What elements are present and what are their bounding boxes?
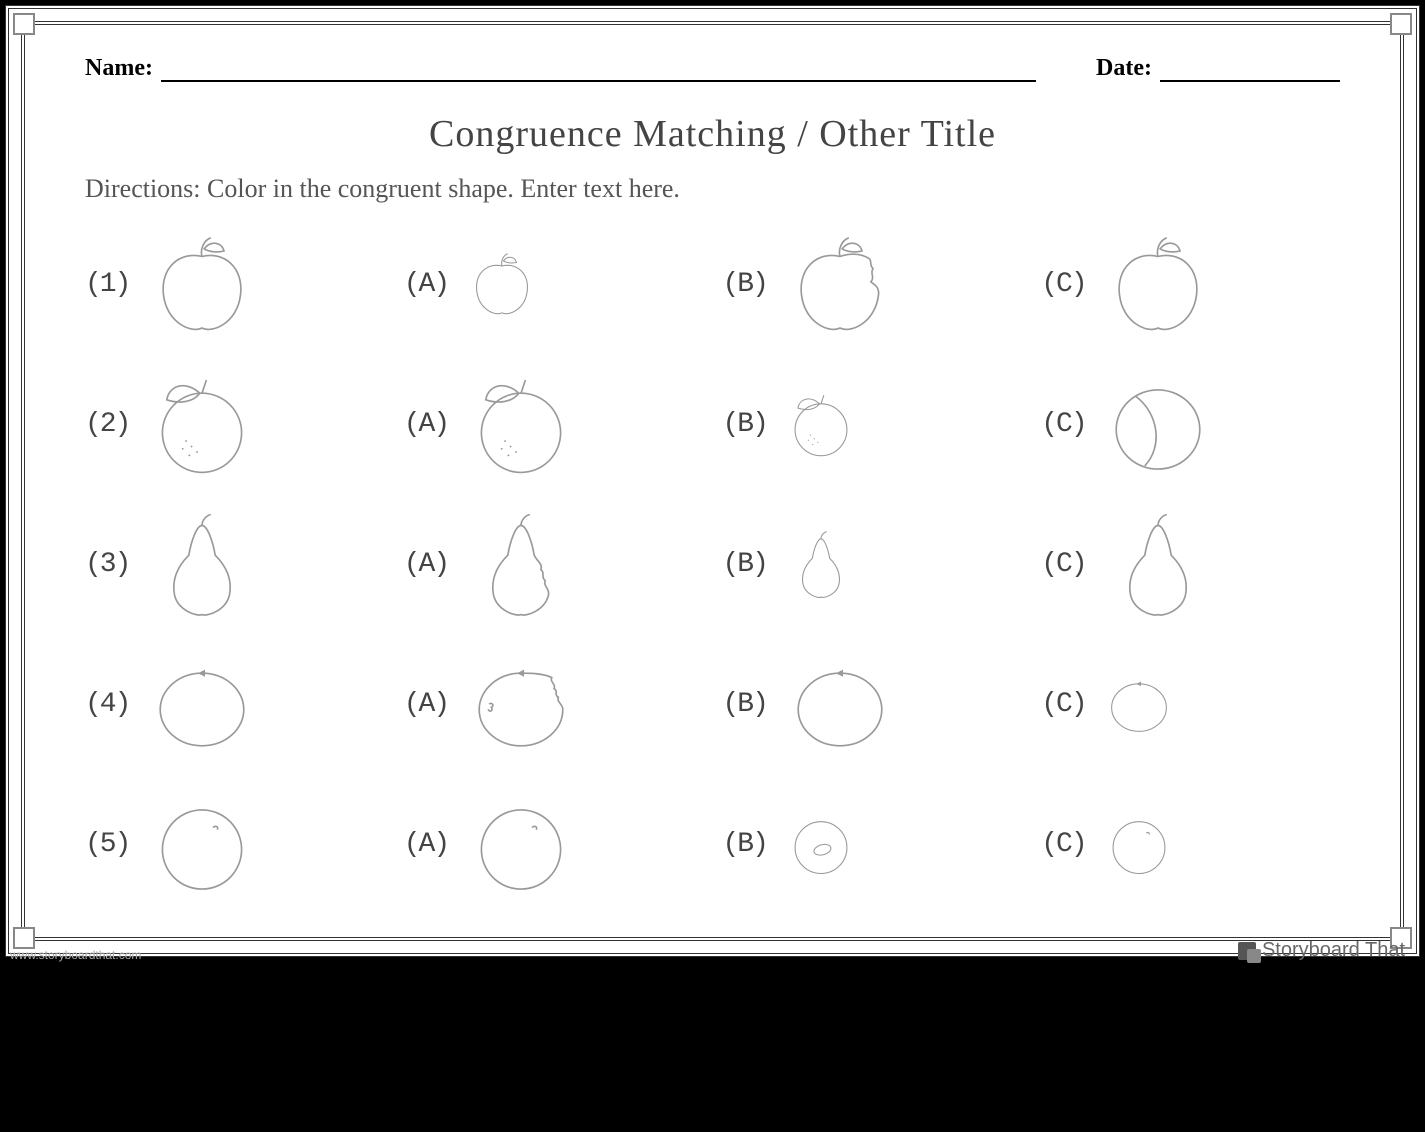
watermark-brand: Storyboard That <box>1262 939 1405 962</box>
watermark-url: www.storyboardthat.com <box>10 948 141 962</box>
storyboard-logo-icon <box>1238 942 1256 960</box>
watermark-logo: Storyboard That <box>1238 939 1405 962</box>
